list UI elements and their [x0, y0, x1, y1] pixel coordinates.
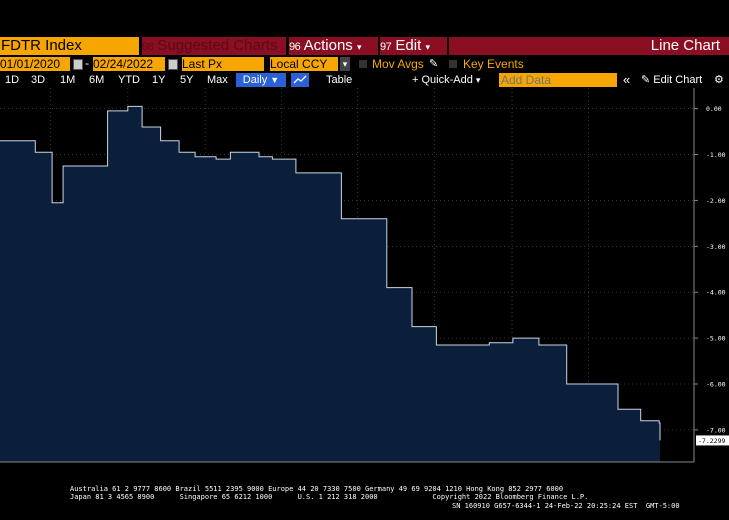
key-events-checkbox[interactable]: [449, 60, 457, 68]
chart-type-title: Line Chart: [650, 37, 720, 54]
caret-down-icon: ▾: [425, 42, 430, 52]
mov-avgs-checkbox[interactable]: [359, 60, 367, 68]
actions-label: Actions: [303, 37, 353, 54]
currency-select[interactable]: Local CCY: [270, 57, 338, 71]
suggested-charts-button[interactable]: 98 Suggested Charts: [142, 37, 286, 55]
actions-menu-button[interactable]: 96 Actions ▾: [289, 37, 378, 55]
caret-down-icon: ▼: [270, 75, 280, 85]
period-1y[interactable]: 1Y: [152, 74, 166, 86]
y-tick-label: -6.00: [706, 380, 726, 388]
caret-down-icon: ▾: [475, 75, 481, 85]
series-line: [0, 105, 661, 441]
collapse-icon[interactable]: «: [623, 72, 631, 87]
y-tick-label: -5.00: [706, 335, 726, 343]
last-value-box: [696, 435, 729, 446]
gear-icon[interactable]: ⚙: [714, 74, 724, 86]
period-5y[interactable]: 5Y: [180, 74, 194, 86]
date-separator: -: [85, 56, 89, 70]
key-events-label: Key Events: [463, 57, 524, 71]
pencil-icon[interactable]: ✎: [429, 58, 439, 70]
frequency-label: Daily: [242, 74, 268, 86]
y-tick-label: -2.00: [706, 197, 726, 205]
footer-session-line: SN 160910 G657-6344-1 24-Feb-22 20:25:24…: [452, 502, 680, 510]
end-date-field[interactable]: 02/24/2022: [93, 57, 165, 71]
calendar-icon[interactable]: [73, 59, 83, 70]
footer-contacts-line1: Australia 61 2 9777 8600 Brazil 5511 239…: [70, 485, 564, 493]
price-field-select[interactable]: Last Px: [182, 57, 264, 71]
price-chart: 0.00 -1.00 -2.00 -3.00 -4.00 -5.00 -6.00 -7.00 -…: [0, 88, 729, 463]
y-tick-label: -7.00: [706, 426, 726, 434]
footer-contacts-line2: Japan 81 3 4565 8900 Singapore 65 6212 1…: [70, 493, 589, 501]
frequency-select[interactable]: Daily ▼: [236, 73, 286, 87]
period-max[interactable]: Max: [207, 74, 228, 86]
period-1d[interactable]: 1D: [5, 74, 20, 86]
y-tick-label: 0.00: [706, 105, 722, 113]
edit-chart-button[interactable]: ✎ Edit Chart: [641, 73, 702, 87]
ticker-field[interactable]: FDTR Index: [0, 37, 139, 55]
suggested-charts-shortcut: 98: [142, 41, 154, 53]
quick-add-button[interactable]: + Quick-Add ▾: [412, 73, 480, 87]
edit-shortcut: 97: [380, 41, 392, 53]
y-tick-label: -4.00: [706, 289, 726, 297]
table-button[interactable]: Table: [326, 74, 353, 86]
line-style-icon[interactable]: [291, 73, 309, 87]
header-bar: [449, 37, 729, 55]
period-1m[interactable]: 1M: [60, 74, 76, 86]
suggested-charts-label: Suggested Charts: [157, 37, 278, 54]
edit-label: Edit: [395, 37, 422, 54]
period-6m[interactable]: 6M: [89, 74, 105, 86]
quick-add-label: + Quick-Add: [412, 74, 473, 86]
actions-shortcut: 96: [289, 41, 301, 53]
y-tick-label: -1.00: [706, 151, 726, 159]
start-date-field[interactable]: 01/01/2020: [0, 57, 70, 71]
pencil-icon: ✎: [641, 74, 651, 86]
caret-down-icon: ▾: [356, 42, 362, 52]
calendar-icon[interactable]: [168, 59, 178, 70]
y-tick-label: -3.00: [706, 243, 726, 251]
add-data-input[interactable]: [499, 73, 617, 87]
period-3d[interactable]: 3D: [31, 74, 46, 86]
series-area: [0, 106, 660, 463]
caret-down-icon[interactable]: ▾: [340, 57, 350, 71]
last-value-label: -7.2299: [698, 437, 725, 445]
period-ytd[interactable]: YTD: [118, 74, 140, 86]
edit-menu-button[interactable]: 97 Edit ▾: [380, 37, 447, 55]
mov-avgs-label: Mov Avgs: [372, 57, 424, 71]
edit-chart-label: Edit Chart: [653, 74, 703, 86]
